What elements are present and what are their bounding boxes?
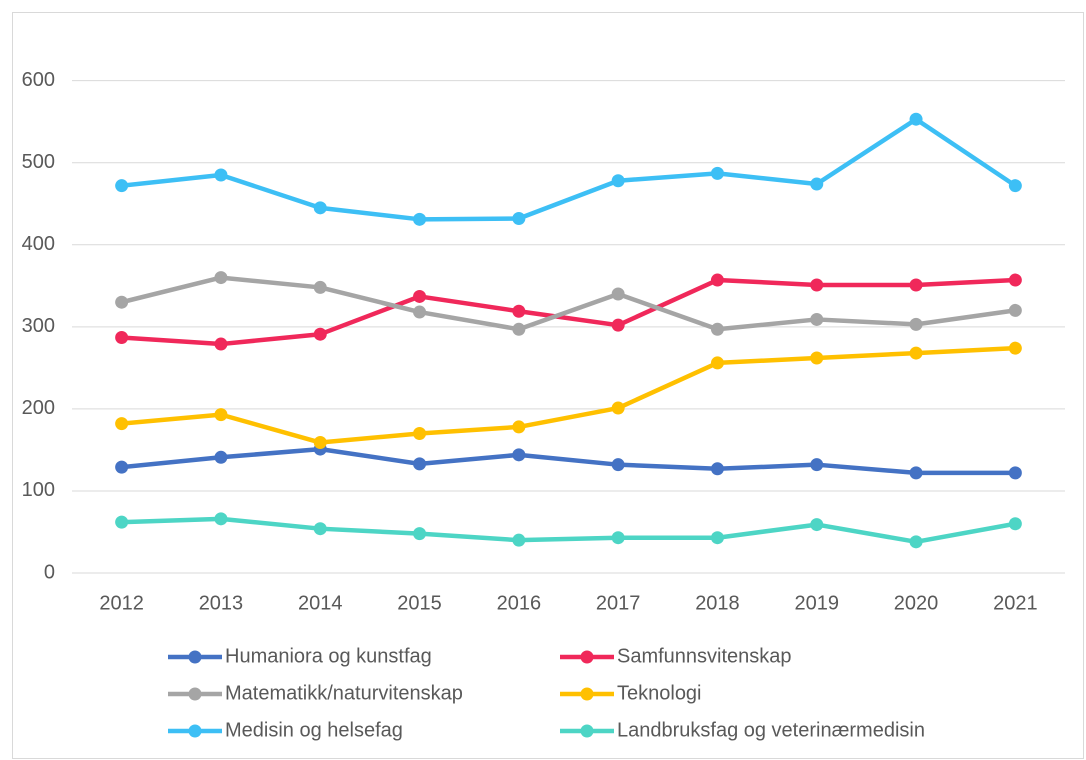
series-line — [121, 446, 1016, 476]
data-point — [810, 458, 824, 472]
data-point — [214, 512, 228, 526]
series-line — [121, 275, 1016, 332]
data-point — [512, 448, 526, 462]
data-point — [1008, 341, 1022, 355]
x-tick-label: 2013 — [199, 592, 244, 614]
data-point — [611, 318, 625, 332]
data-point — [611, 174, 625, 188]
y-tick-label: 500 — [22, 151, 55, 173]
data-point — [413, 527, 427, 541]
x-tick-label: 2019 — [795, 592, 840, 614]
data-point — [413, 212, 427, 226]
data-point — [214, 408, 228, 422]
data-point — [313, 436, 327, 450]
data-point — [611, 287, 625, 301]
data-point — [810, 351, 824, 365]
data-point — [115, 460, 129, 474]
y-tick-label: 200 — [22, 397, 55, 419]
data-point — [710, 273, 724, 287]
x-tick-label: 2021 — [993, 592, 1038, 614]
data-point — [1008, 179, 1022, 193]
data-point — [710, 322, 724, 336]
data-point — [115, 417, 129, 431]
data-point — [1008, 273, 1022, 287]
legend-marker — [580, 724, 594, 738]
legend-marker — [188, 724, 202, 738]
y-tick-label: 300 — [22, 315, 55, 337]
data-point — [214, 450, 228, 464]
series-line — [121, 116, 1017, 222]
y-tick-label: 0 — [44, 561, 55, 583]
data-point — [413, 457, 427, 471]
data-point — [115, 330, 129, 344]
data-point — [909, 317, 923, 331]
data-point — [810, 312, 824, 326]
data-point — [611, 401, 625, 415]
data-point — [810, 278, 824, 292]
data-point — [710, 462, 724, 476]
data-point — [214, 271, 228, 285]
x-tick-label: 2012 — [99, 592, 144, 614]
legend-label: Humaniora og kunstfag — [225, 645, 432, 667]
data-point — [413, 289, 427, 303]
legend-label: Medisin og helsefag — [225, 719, 403, 741]
data-point — [710, 531, 724, 545]
data-point — [810, 518, 824, 532]
legend-marker — [580, 687, 594, 701]
x-tick-label: 2018 — [695, 592, 740, 614]
data-point — [512, 533, 526, 547]
legend-marker — [580, 650, 594, 664]
data-point — [313, 522, 327, 536]
legend-marker — [188, 650, 202, 664]
data-point — [611, 458, 625, 472]
series-line — [121, 277, 1016, 347]
data-point — [115, 295, 129, 309]
legend-label: Samfunnsvitenskap — [617, 645, 792, 667]
data-point — [313, 280, 327, 294]
data-point — [909, 346, 923, 360]
series-line — [121, 516, 1016, 545]
y-tick-label: 400 — [22, 233, 55, 255]
x-tick-label: 2015 — [397, 592, 442, 614]
data-point — [710, 166, 724, 180]
data-point — [115, 179, 129, 193]
data-point — [1008, 517, 1022, 531]
data-point — [313, 201, 327, 215]
data-point — [214, 337, 228, 351]
series-line — [121, 345, 1016, 445]
data-point — [710, 356, 724, 370]
legend-marker — [188, 687, 202, 701]
data-point — [909, 535, 923, 549]
data-point — [1008, 303, 1022, 317]
data-point — [115, 515, 129, 529]
legend-label: Teknologi — [617, 682, 702, 704]
data-point — [909, 466, 923, 480]
data-point — [214, 168, 228, 182]
data-point — [611, 531, 625, 545]
data-point — [909, 112, 923, 126]
x-tick-label: 2017 — [596, 592, 641, 614]
y-tick-label: 100 — [22, 479, 55, 501]
y-tick-label: 600 — [22, 69, 55, 91]
data-point — [413, 427, 427, 440]
data-point — [512, 212, 526, 226]
data-point — [512, 420, 526, 434]
legend-label: Landbruksfag og veterinærmedisin — [617, 719, 925, 741]
data-point — [512, 322, 526, 336]
chart-frame — [12, 12, 1084, 759]
data-point — [810, 177, 824, 191]
data-point — [413, 305, 427, 319]
data-point — [1008, 466, 1022, 480]
x-tick-label: 2020 — [894, 592, 939, 614]
x-tick-label: 2014 — [298, 592, 343, 614]
data-point — [512, 304, 526, 318]
x-tick-label: 2016 — [497, 592, 542, 614]
data-point — [313, 327, 327, 341]
legend-label: Matematikk/naturvitenskap — [225, 682, 463, 704]
data-point — [909, 278, 923, 292]
